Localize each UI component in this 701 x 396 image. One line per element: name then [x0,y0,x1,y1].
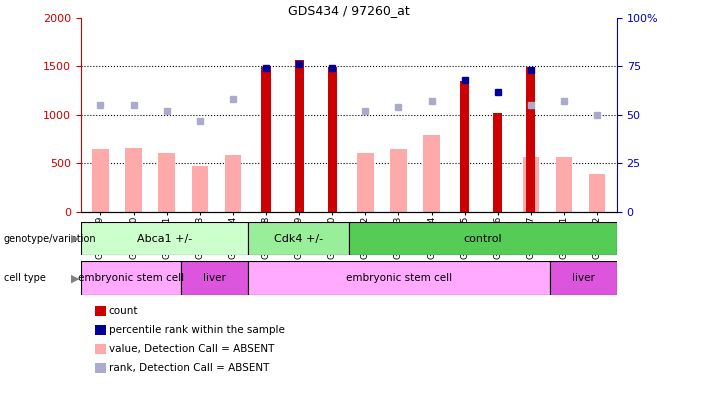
Bar [526,67,536,212]
Bar [248,222,349,255]
Bar [522,156,539,212]
Bar [327,67,336,212]
Title: GDS434 / 97260_at: GDS434 / 97260_at [288,4,409,17]
Bar [93,149,109,212]
Bar [423,135,440,212]
Bar [550,261,617,295]
Text: liver: liver [572,273,595,283]
Text: percentile rank within the sample: percentile rank within the sample [109,325,285,335]
Text: liver: liver [203,273,226,283]
Bar [390,149,407,212]
Text: control: control [463,234,502,244]
Bar [556,156,572,212]
Text: count: count [109,306,138,316]
Text: rank, Detection Call = ABSENT: rank, Detection Call = ABSENT [109,363,269,373]
Bar [589,174,605,212]
Text: embryonic stem cell: embryonic stem cell [346,273,452,283]
Text: Cdk4 +/-: Cdk4 +/- [274,234,323,244]
Bar [460,81,469,212]
Bar [81,222,248,255]
Text: cell type: cell type [4,273,46,283]
Bar [81,261,181,295]
Text: value, Detection Call = ABSENT: value, Detection Call = ABSENT [109,344,274,354]
Text: Abca1 +/-: Abca1 +/- [137,234,192,244]
Text: embryonic stem cell: embryonic stem cell [78,273,184,283]
Bar [125,148,142,212]
Bar [248,261,550,295]
Bar [191,166,208,212]
Bar [349,222,617,255]
Bar [294,59,304,212]
Bar [158,153,175,212]
Text: ▶: ▶ [72,273,80,283]
Text: genotype/variation: genotype/variation [4,234,96,244]
Bar [181,261,248,295]
Bar [224,154,241,212]
Bar [357,153,374,212]
Bar [494,113,502,212]
Text: ▶: ▶ [72,234,80,244]
Bar [261,67,271,212]
